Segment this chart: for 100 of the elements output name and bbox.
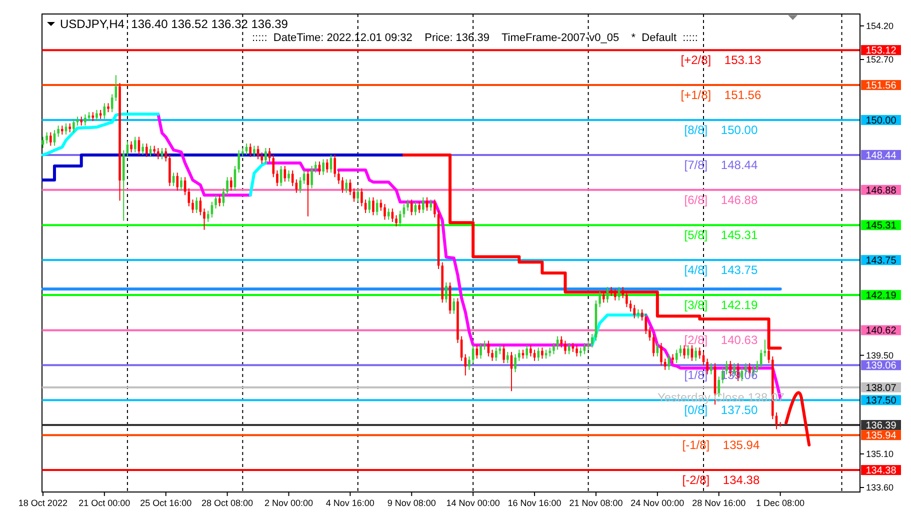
- candlestick: [426, 196, 428, 212]
- ref-line-label: 139.06: [866, 360, 897, 372]
- candlestick: [518, 349, 520, 362]
- candlestick: [590, 334, 594, 348]
- candlestick: [288, 170, 290, 182]
- ref-line-label: 142.19: [866, 290, 897, 302]
- candlestick: [334, 154, 336, 178]
- x-tick-label: 28 Oct 08:00: [202, 498, 254, 508]
- candlestick: [338, 170, 340, 184]
- candlestick: [276, 170, 278, 187]
- candlestick: [760, 349, 762, 368]
- candlestick: [694, 346, 697, 362]
- text: ::::: DateTime: 2022.12.01 09:32 Price: 136.39 TimeFrame-2007-v0_05 * Default :::::: [252, 32, 698, 44]
- candlestick: [96, 109, 98, 122]
- candlestick: [480, 342, 482, 360]
- candlestick: [418, 201, 420, 214]
- candlestick: [468, 356, 470, 370]
- candlestick: [598, 290, 601, 308]
- annotation: [6/8] 146.88: [684, 192, 758, 207]
- candlestick: [556, 336, 559, 350]
- candlestick: [633, 304, 636, 319]
- x-tick-label: 14 Nov 00:00: [446, 498, 500, 508]
- candlestick: [360, 188, 363, 207]
- candlestick: [180, 176, 182, 192]
- candlestick: [130, 140, 132, 153]
- y-tick-label: 139.50: [866, 350, 894, 360]
- candlestick: [552, 342, 555, 355]
- ref-line-label: 135.94: [866, 430, 897, 442]
- x-tick-label: 24 Nov 00:00: [630, 498, 684, 508]
- ref-line-label: 134.38: [866, 466, 897, 477]
- candlestick: [398, 210, 402, 227]
- candlestick: [368, 196, 371, 214]
- candlestick: [272, 154, 275, 178]
- candlestick: [434, 199, 436, 218]
- candlestick: [406, 199, 409, 212]
- x-tick-label: 21 Nov 08:00: [569, 498, 623, 508]
- candlestick: [302, 170, 306, 184]
- candlestick: [134, 136, 136, 153]
- candlestick: [698, 346, 701, 360]
- candlestick: [84, 114, 86, 126]
- candlestick: [226, 176, 228, 196]
- candlestick: [464, 354, 467, 376]
- annotation: [0/8] 137.50: [684, 403, 758, 418]
- annotation: [-2/8] 134.38: [682, 473, 760, 488]
- y-tick-label: 133.60: [866, 482, 894, 493]
- candlestick: [602, 290, 605, 304]
- candlestick: [299, 176, 302, 194]
- candlestick: [430, 199, 432, 212]
- candlestick: [157, 148, 160, 160]
- candlestick: [494, 346, 498, 362]
- candlestick: [356, 188, 360, 202]
- candlestick: [537, 346, 540, 362]
- ref-line-label: 153.12: [866, 46, 897, 57]
- candlestick: [502, 344, 505, 364]
- candlestick: [756, 360, 758, 373]
- candlestick: [530, 344, 532, 357]
- candlestick: [541, 346, 544, 360]
- candlestick: [203, 208, 206, 230]
- candlestick: [410, 199, 413, 216]
- candlestick: [664, 358, 666, 370]
- candlestick: [706, 358, 708, 375]
- candlestick: [686, 344, 690, 360]
- candlestick: [422, 196, 424, 214]
- candlestick: [452, 298, 456, 314]
- annotation: [+1/8] 151.56: [680, 88, 762, 102]
- candlestick: [384, 204, 386, 220]
- ref-line-label: 137.50: [866, 396, 897, 407]
- ref-line-label: 150.00: [866, 116, 897, 126]
- ref-line-label: 140.62: [866, 326, 897, 337]
- candlestick: [176, 172, 179, 192]
- annotation: [2/8] 140.63: [684, 332, 758, 347]
- x-tick-label: 18 Oct 2022: [18, 498, 68, 508]
- candlestick: [576, 344, 578, 357]
- candlestick: [675, 349, 678, 364]
- candlestick: [310, 165, 313, 189]
- candlestick: [564, 340, 566, 355]
- candlestick: [683, 344, 686, 360]
- x-tick-label: 28 Nov 16:00: [692, 498, 746, 508]
- candlestick: [514, 354, 516, 373]
- ref-line-label: 145.31: [866, 220, 897, 232]
- x-tick-label: 2 Nov 00:00: [264, 498, 314, 508]
- candlestick: [253, 145, 256, 158]
- ref-line-label: 151.56: [866, 80, 897, 92]
- candlestick: [352, 188, 356, 202]
- x-tick-label: 25 Oct 16:00: [140, 498, 192, 508]
- annotation: [4/8] 143.75: [684, 263, 758, 278]
- candlestick: [626, 290, 628, 308]
- candlestick: [372, 196, 374, 216]
- candlestick: [238, 150, 240, 174]
- annotation: [+2/8] 153.13: [680, 52, 762, 67]
- candlestick: [314, 160, 317, 174]
- candlestick: [214, 194, 217, 210]
- ref-line-label: 143.75: [866, 256, 897, 267]
- candlestick: [526, 344, 528, 360]
- candlestick: [476, 344, 478, 360]
- candlestick: [322, 158, 324, 176]
- x-tick-label: 21 Oct 00:00: [78, 498, 130, 508]
- candlestick: [395, 214, 398, 227]
- candlestick: [295, 178, 298, 194]
- annotation: [-1/8] 135.94: [682, 438, 760, 452]
